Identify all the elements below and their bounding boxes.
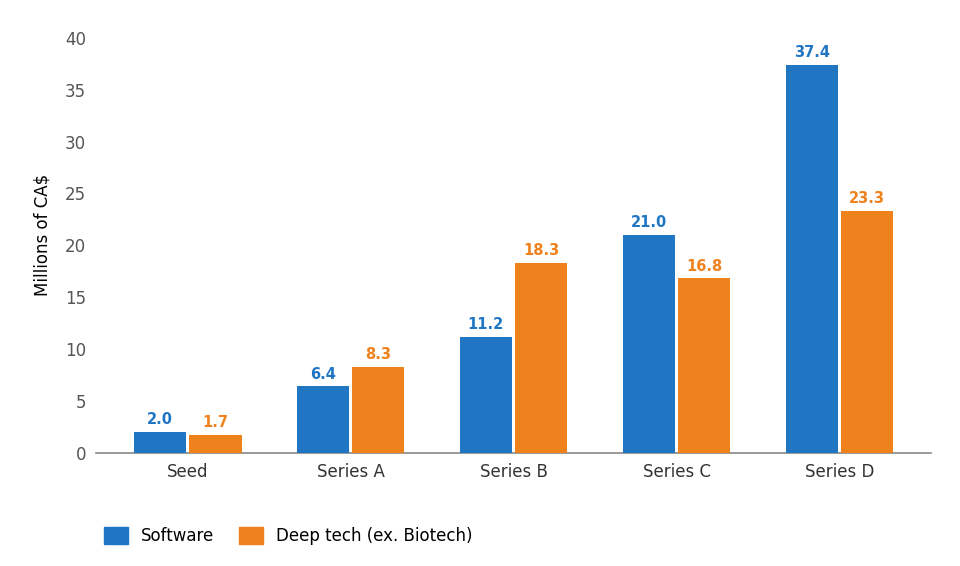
Text: 21.0: 21.0 <box>631 215 667 230</box>
Legend: Software, Deep tech (ex. Biotech): Software, Deep tech (ex. Biotech) <box>105 526 472 544</box>
Bar <box>352 367 404 453</box>
Y-axis label: Millions of CA$: Millions of CA$ <box>34 174 51 296</box>
Text: 23.3: 23.3 <box>850 191 885 207</box>
Bar <box>134 432 186 453</box>
Bar <box>460 337 512 453</box>
Text: 18.3: 18.3 <box>523 243 560 258</box>
Bar <box>297 387 349 453</box>
Text: 8.3: 8.3 <box>366 347 392 362</box>
Text: 1.7: 1.7 <box>203 415 228 431</box>
Bar <box>678 278 731 453</box>
Bar <box>785 65 838 453</box>
Text: 16.8: 16.8 <box>686 259 722 274</box>
Text: 11.2: 11.2 <box>468 317 504 332</box>
Bar <box>516 263 567 453</box>
Text: 37.4: 37.4 <box>794 45 829 60</box>
Text: 2.0: 2.0 <box>147 413 173 427</box>
Bar <box>623 235 675 453</box>
Bar <box>189 435 242 453</box>
Bar <box>841 211 893 453</box>
Text: 6.4: 6.4 <box>310 367 336 381</box>
